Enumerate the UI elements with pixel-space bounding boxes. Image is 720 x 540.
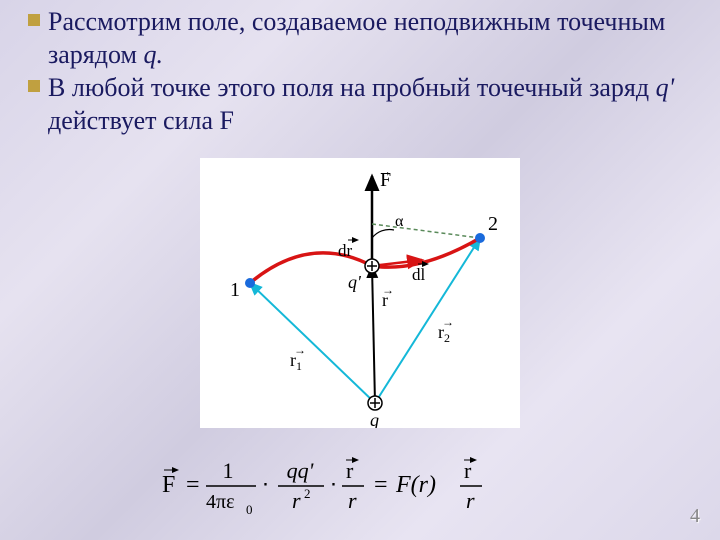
formula-dot2: ⋅ (330, 472, 337, 497)
bullet-square-1 (28, 14, 40, 26)
r1-vector (250, 283, 375, 403)
label-2: 2 (488, 213, 498, 235)
point-1 (245, 278, 255, 288)
formula-eq2: = (374, 472, 388, 498)
label-r-letter: r (382, 290, 388, 310)
formula-one: 1 (223, 458, 234, 483)
b2-q: q' (656, 73, 675, 102)
physics-diagram: → F α dr dl 1 2 q' → r → r1 → r2 q (200, 158, 520, 428)
formula-F: F (162, 472, 175, 498)
label-dr: dr (338, 241, 353, 260)
formula-r2d: r (292, 488, 301, 513)
point-2 (475, 233, 485, 243)
formula-two: 2 (304, 486, 311, 501)
formula-qq: qq' (287, 458, 314, 483)
formula-zero: 0 (246, 502, 253, 517)
bullet-text-1: Рассмотрим поле, создаваемое неподвижным… (48, 6, 690, 71)
label-alpha: α (395, 213, 404, 230)
page-number: 4 (690, 505, 700, 528)
formula-r1: r (348, 488, 357, 513)
dashed-projection (372, 224, 480, 238)
formula-r2: r (466, 488, 475, 513)
red-path (250, 238, 480, 283)
formula-eq1: = (186, 472, 200, 498)
formula-4pe: 4πε (206, 491, 235, 513)
label-qprime: q' (348, 272, 362, 292)
formula-rvec1: r (346, 458, 354, 483)
label-q: q (370, 410, 379, 428)
b1-text: Рассмотрим поле, создаваемое неподвижным… (48, 7, 665, 69)
bullet-text-2: В любой точке этого поля на пробный точе… (48, 72, 690, 137)
formula-rvec2: r (464, 458, 472, 483)
bullet-square-2 (28, 80, 40, 92)
label-F-letter: F (380, 169, 391, 191)
formula-dot1: ⋅ (262, 472, 269, 497)
r-vector (372, 266, 375, 403)
b2-pre: В любой точке этого поля на пробный точе… (48, 73, 656, 102)
label-dl: dl (412, 265, 426, 284)
alpha-arc (372, 230, 394, 238)
b2-post: действует сила F (48, 106, 234, 135)
formula-Fr: F(r) (395, 472, 436, 498)
b1-q: q. (143, 40, 163, 69)
formula: F = 1 4πε 0 ⋅ qq' r 2 ⋅ r r = F(r) r r (160, 450, 560, 530)
label-1: 1 (230, 279, 240, 301)
